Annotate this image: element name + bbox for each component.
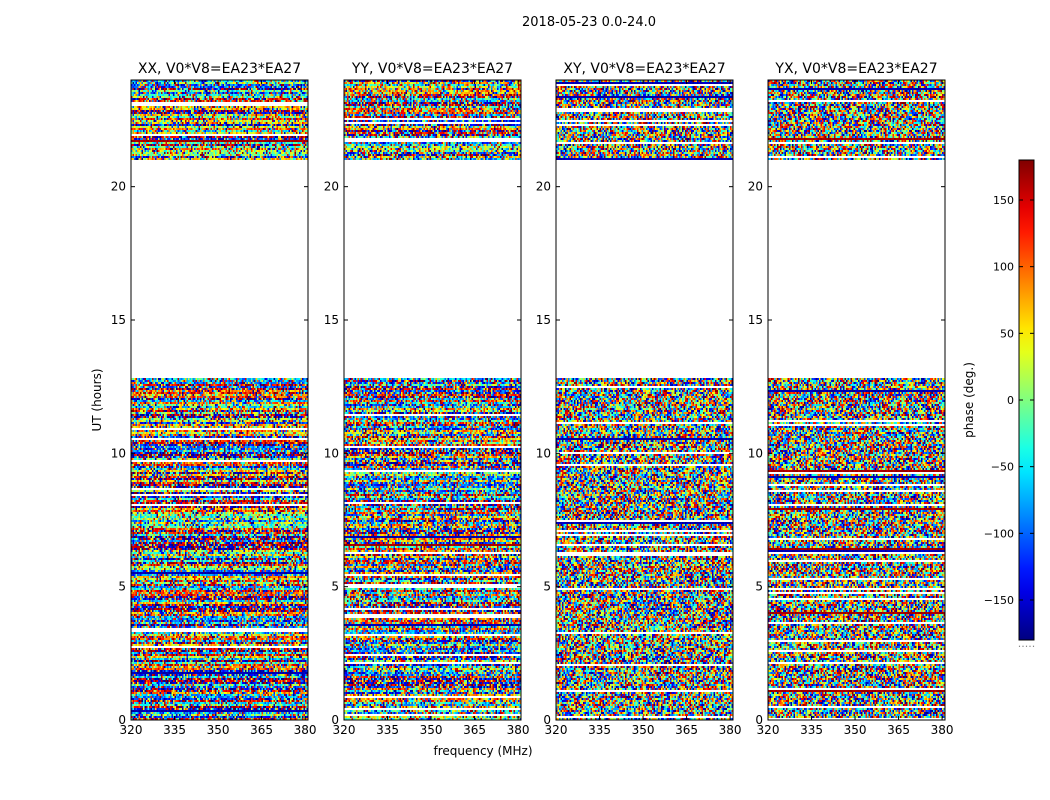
x-tick-label: 335 [163,723,186,737]
panel-title: YX, V0*V8=EA23*EA27 [774,61,937,77]
x-tick-label: 350 [207,723,230,737]
y-tick-label: 0 [118,713,126,727]
x-tick-label: 365 [250,723,273,737]
colorbar-tick-label: 150 [993,194,1014,207]
x-axis-label: frequency (MHz) [433,744,532,758]
colorbar-tick-label: −50 [991,461,1014,474]
y-tick-label: 20 [111,180,126,194]
x-tick-label: 380 [931,723,954,737]
colorbar-tick-label: 0 [1007,394,1014,407]
y-tick-label: 5 [118,580,126,594]
panel-1: YY, V0*V8=EA23*EA27 320 335 350 365 380 0 5 10 15… [324,61,530,737]
colorbar-label: phase (deg.) [962,362,976,438]
panel-frame [130,79,309,721]
y-tick-label: 0 [755,713,763,727]
phase-heatmap [768,80,945,720]
panel-title: XX, V0*V8=EA23*EA27 [138,61,301,77]
y-tick-label: 10 [324,446,339,460]
colorbar-bottom-label: ..... [1018,637,1035,650]
x-tick-label: 335 [376,723,399,737]
y-axis-label: UT (hours) [90,368,104,431]
figure-title: 2018-05-23 0.0-24.0 [522,15,656,30]
phase-heatmap [131,80,308,720]
panel-frame [767,79,946,721]
x-tick-label: 350 [632,723,655,737]
phase-heatmap [556,80,733,720]
panel-3: YX, V0*V8=EA23*EA27 320 335 350 365 380 0 5 10 15… [748,61,954,737]
y-tick-label: 5 [331,580,339,594]
colorbar-tick-label: 100 [993,261,1014,274]
y-tick-label: 5 [755,580,763,594]
y-tick-label: 5 [543,580,551,594]
y-tick-label: 10 [536,446,551,460]
phase-heatmap [344,80,521,720]
panels: XX, V0*V8=EA23*EA27 320 335 350 365 380 0 5 10 15… [111,61,954,737]
y-tick-label: 20 [748,180,763,194]
colorbar: −150 −100 −50 0 50 100 150..... [984,159,1035,650]
panel-title: YY, V0*V8=EA23*EA27 [351,61,513,77]
y-tick-label: 0 [543,713,551,727]
x-tick-label: 335 [588,723,611,737]
x-tick-label: 380 [507,723,530,737]
panel-0: XX, V0*V8=EA23*EA27 320 335 350 365 380 0 5 10 15… [111,61,317,737]
panel-title: XY, V0*V8=EA23*EA27 [563,61,725,77]
x-tick-label: 350 [420,723,443,737]
y-tick-label: 15 [111,313,126,327]
colorbar-tick-label: 50 [1000,327,1014,340]
x-tick-label: 365 [463,723,486,737]
x-tick-label: 380 [719,723,742,737]
x-tick-label: 350 [844,723,867,737]
y-tick-label: 15 [748,313,763,327]
y-tick-label: 20 [536,180,551,194]
y-tick-label: 15 [324,313,339,327]
colorbar-tick-label: −150 [984,594,1014,607]
colorbar-tick-label: −100 [984,527,1014,540]
x-tick-label: 320 [333,723,356,737]
y-tick-label: 0 [331,713,339,727]
x-tick-label: 320 [757,723,780,737]
y-tick-label: 10 [111,446,126,460]
x-tick-label: 320 [545,723,568,737]
x-tick-label: 320 [120,723,143,737]
y-tick-label: 20 [324,180,339,194]
y-tick-label: 15 [536,313,551,327]
x-tick-label: 365 [887,723,910,737]
y-tick-label: 10 [748,446,763,460]
x-tick-label: 335 [800,723,823,737]
x-tick-label: 380 [294,723,317,737]
panel-frame [555,79,734,721]
panel-2: XY, V0*V8=EA23*EA27 320 335 350 365 380 0 5 10 15… [536,61,742,737]
x-tick-label: 365 [675,723,698,737]
panel-frame [343,79,522,721]
